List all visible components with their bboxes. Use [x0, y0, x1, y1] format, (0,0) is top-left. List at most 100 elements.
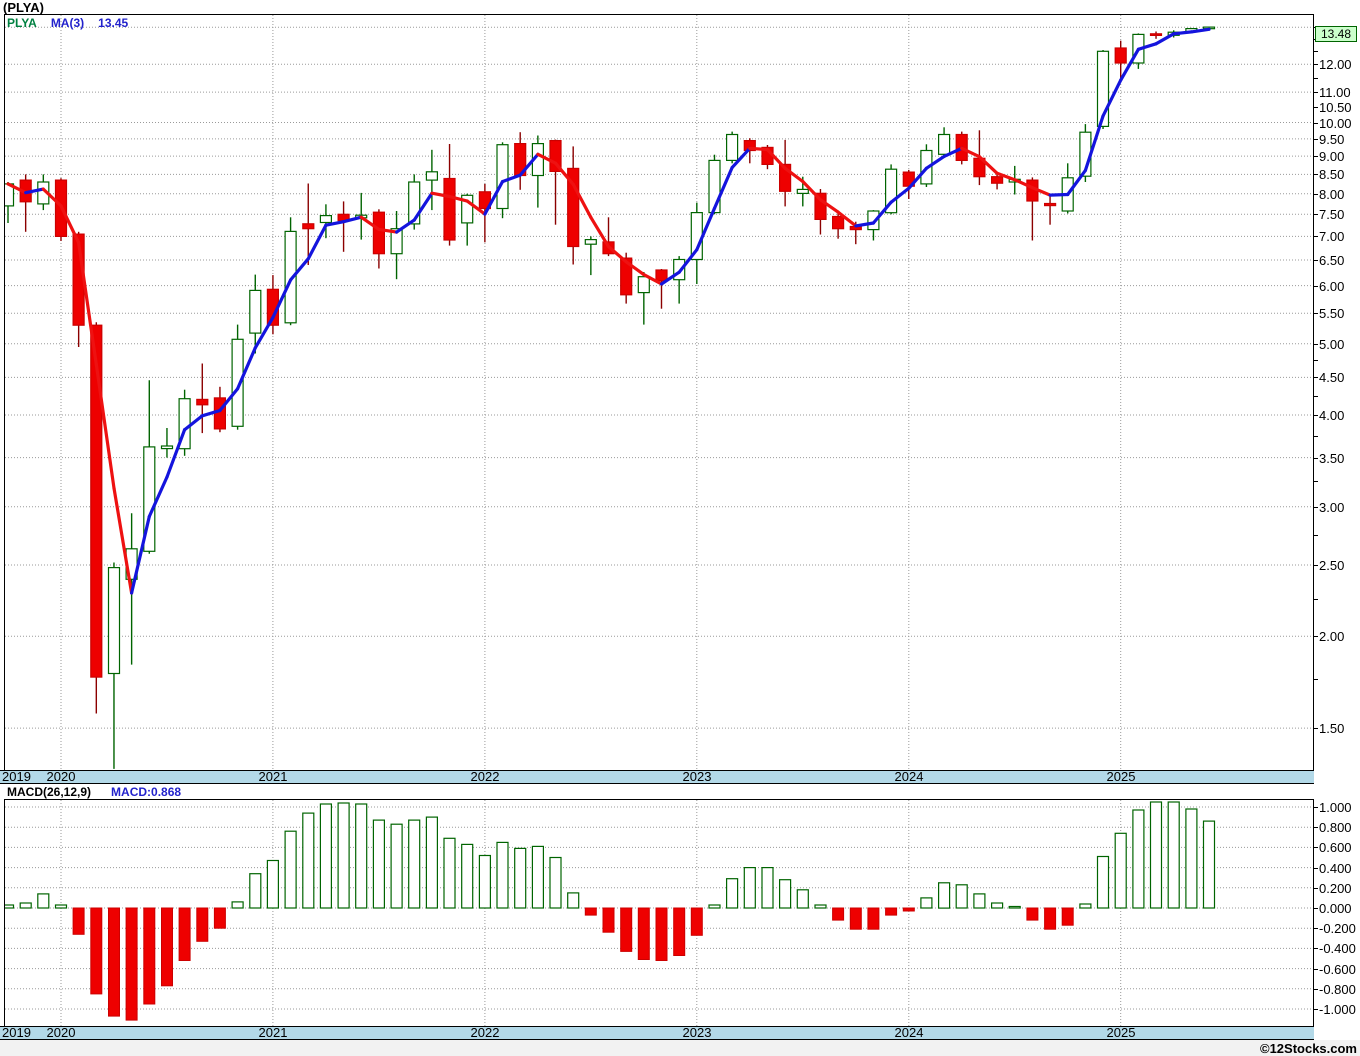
price-axis-minor-tick: [1313, 599, 1318, 600]
macd-bar-down: [161, 907, 173, 987]
macd-bar-down: [196, 907, 209, 942]
macd-bar-up: [1202, 820, 1216, 909]
ma-line-segment: [1172, 30, 1194, 36]
ma-line-segment: [571, 182, 593, 219]
ma-line-segment: [606, 245, 628, 264]
ma-line-segment: [712, 166, 734, 210]
price-axis-tick: [1313, 92, 1318, 93]
macd-axis: 1.000 0.800 0.600 0.400 0.200 0.000 -0.200 -0.4…: [1313, 799, 1360, 1027]
macd-bar-up: [478, 854, 491, 909]
watermark-link[interactable]: ©12Stocks.com: [1259, 1041, 1357, 1056]
price-axis-label: 7.00: [1319, 229, 1345, 244]
ma-line-segment: [748, 146, 770, 152]
price-axis-minor-tick: [1313, 535, 1318, 536]
macd-bar-up: [514, 847, 527, 909]
price-axis-tick: [1313, 156, 1318, 157]
candle-body: [620, 257, 633, 296]
ma-line-segment: [1136, 42, 1158, 51]
price-axis-label: 2.50: [1319, 558, 1345, 573]
macd-bar-up: [249, 873, 262, 909]
ma-line-segment: [642, 273, 664, 286]
macd-bar-down: [690, 907, 703, 936]
candle-body: [796, 188, 809, 194]
price-axis-tick: [1313, 174, 1318, 175]
ma-line-segment: [553, 161, 575, 186]
macd-bar-up: [302, 812, 315, 909]
candle-body: [814, 192, 827, 221]
price-panel-border: [4, 14, 1314, 771]
price-axis-tick: [1313, 507, 1318, 508]
price-axis-label: 9.50: [1319, 132, 1345, 147]
ma-line-segment: [306, 223, 328, 261]
macd-bar-up: [920, 897, 933, 909]
macd-axis-label: -0.800: [1319, 982, 1356, 997]
macd-bar-up: [372, 819, 385, 909]
price-axis-label: 5.50: [1319, 306, 1345, 321]
ma-line-segment: [395, 218, 416, 234]
macd-bar-up: [284, 830, 297, 909]
macd-bar-down: [143, 907, 156, 1005]
ma-line-segment: [342, 215, 363, 224]
ma-line-segment: [589, 215, 611, 249]
ma-line-segment: [783, 166, 805, 184]
macd-bar-down: [584, 907, 597, 916]
macd-bar-up: [743, 866, 756, 909]
page-title: (PLYA): [3, 0, 44, 15]
ma-line-segment: [536, 152, 558, 165]
year-label: 2021: [258, 769, 288, 784]
macd-bar-up: [725, 878, 739, 909]
candle-body: [673, 258, 686, 281]
macd-bar-up: [355, 803, 368, 909]
candle-body: [160, 445, 174, 450]
ma-line-segment: [1189, 27, 1211, 34]
ma-line-segment: [165, 428, 187, 479]
macd-bar-down: [602, 907, 615, 933]
year-label: 2020: [46, 769, 76, 784]
price-axis-label: 8.50: [1319, 167, 1345, 182]
ma-line-segment: [200, 408, 222, 418]
ma-line-segment: [924, 154, 946, 170]
macd-bar-up: [425, 816, 438, 909]
macd-bar-down: [72, 907, 85, 935]
macd-bar-up: [266, 859, 279, 909]
macd-bar-up: [19, 902, 32, 909]
ma-line-segment: [1013, 178, 1035, 190]
ma-line-segment: [765, 148, 787, 170]
ma-line-segment: [854, 221, 876, 228]
macd-bar-down: [637, 907, 650, 960]
price-axis-tick: [1313, 728, 1318, 729]
price-axis-tick: [1313, 565, 1318, 566]
macd-axis-label: -0.600: [1319, 962, 1356, 977]
price-axis-minor-tick: [1313, 436, 1318, 437]
price-axis-label: 5.00: [1319, 337, 1345, 352]
price-axis-label: 9.00: [1319, 149, 1345, 164]
macd-bar-down: [849, 907, 862, 930]
ma-line-segment: [94, 362, 116, 490]
macd-bar-up: [778, 879, 792, 909]
macd-bar-up: [1149, 801, 1163, 909]
year-label: 2021: [258, 1025, 288, 1040]
macd-bar-up: [337, 802, 350, 909]
macd-axis-label: -0.200: [1319, 921, 1356, 936]
macd-value-label: MACD:0.868: [111, 785, 182, 799]
price-axis-tick: [1313, 123, 1318, 124]
macd-chart-canvas: [4, 799, 1314, 1027]
price-axis-label: 6.50: [1319, 253, 1345, 268]
candle-body: [1149, 33, 1163, 36]
candle-body: [708, 159, 721, 214]
ma-line-segment: [271, 278, 293, 320]
macd-axis-label: 1.000: [1319, 800, 1352, 815]
candle-body: [655, 269, 668, 282]
legend-symbol: PLYA: [7, 16, 37, 30]
ma-line-segment: [889, 186, 911, 204]
macd-params-label: MACD(26,12,9): [7, 785, 92, 799]
ma-line-segment: [218, 387, 240, 413]
ma-line-segment: [41, 187, 63, 208]
ma-line-segment: [836, 210, 858, 228]
macd-axis-label: -1.000: [1319, 1002, 1356, 1017]
ma-line-segment: [907, 166, 929, 190]
price-panel: PLYA MA(3) 13.45: [4, 14, 1314, 771]
year-label: 2019: [2, 1025, 31, 1040]
price-axis-label: 10.50: [1319, 100, 1352, 115]
